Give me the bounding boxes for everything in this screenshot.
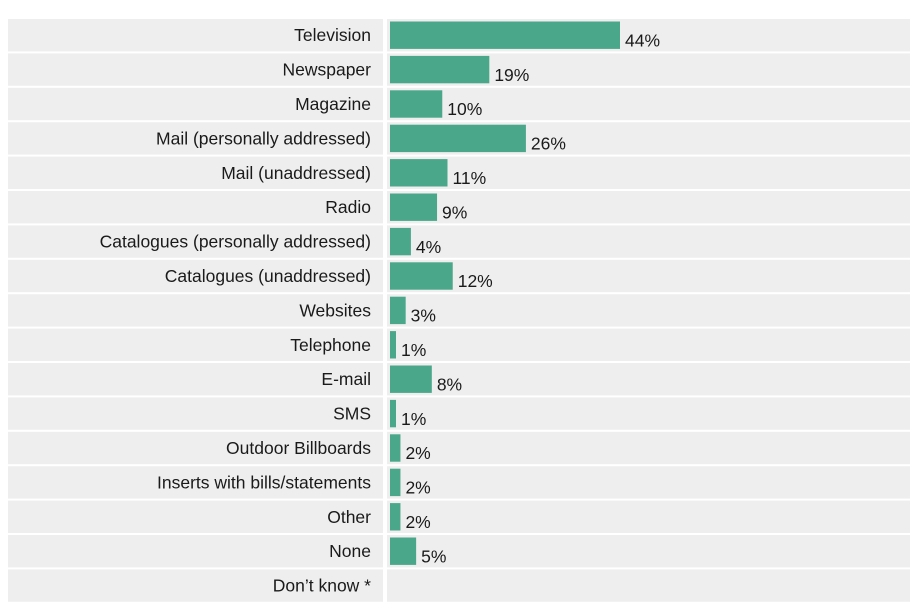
- bar: [390, 503, 401, 531]
- value-label: 5%: [421, 546, 446, 566]
- value-label: 1%: [401, 340, 426, 360]
- category-label: Other: [327, 507, 371, 527]
- value-label: 2%: [405, 478, 430, 498]
- category-label: SMS: [333, 404, 371, 424]
- category-label: Catalogues (personally addressed): [100, 232, 371, 252]
- category-label: E-mail: [321, 369, 371, 389]
- row-background: [8, 225, 910, 258]
- column-separator: [383, 86, 387, 122]
- value-label: 44%: [625, 30, 660, 50]
- bar: [390, 21, 620, 49]
- category-label: Websites: [299, 300, 371, 320]
- column-separator: [383, 362, 387, 397]
- category-label: Inserts with bills/statements: [157, 472, 371, 492]
- column-separator: [383, 534, 387, 569]
- row-background: [8, 431, 910, 465]
- row-background: [8, 259, 910, 293]
- value-label: 11%: [453, 168, 487, 188]
- category-label: Mail (unaddressed): [221, 163, 371, 183]
- category-labels: Television Newspaper Magazine Mail (persona…: [100, 25, 372, 595]
- bars: [390, 21, 620, 565]
- bar: [390, 331, 396, 359]
- row-background: [8, 156, 910, 189]
- bar: [390, 537, 417, 565]
- value-label: 19%: [494, 65, 529, 85]
- value-label: 10%: [447, 99, 482, 119]
- column-separator: [383, 52, 387, 87]
- column-separator: [383, 465, 387, 500]
- value-label: 4%: [416, 237, 441, 257]
- row-background: [8, 363, 910, 396]
- row-background: [8, 535, 910, 568]
- column-separator: [383, 155, 387, 190]
- column-separator: [383, 121, 387, 156]
- category-label: Newspaper: [282, 60, 371, 80]
- row-background: [8, 328, 910, 361]
- bar: [390, 399, 396, 428]
- bar: [390, 227, 411, 256]
- value-labels: 44% 19% 10% 26% 11% 9%4% 12% 3% 1% 8% 1% 2% 2% 2% 5%: [401, 30, 660, 566]
- bar: [390, 365, 432, 393]
- bar: [390, 434, 401, 462]
- category-label: Mail (personally addressed): [156, 128, 371, 148]
- bar: [390, 296, 406, 325]
- bar: [390, 55, 490, 84]
- column-separator: [383, 190, 387, 225]
- column-separator: [383, 396, 387, 431]
- bar: [390, 193, 438, 221]
- row-background: [8, 191, 910, 224]
- row-background: [8, 87, 910, 121]
- value-label: 3%: [411, 306, 436, 326]
- value-label: 8%: [437, 374, 462, 394]
- column-separator: [383, 568, 387, 603]
- category-label: Magazine: [295, 94, 371, 114]
- category-label: Television: [294, 25, 371, 45]
- value-label: 1%: [401, 409, 426, 429]
- row-background: [8, 294, 910, 327]
- column-separator: [383, 293, 387, 328]
- category-label: Outdoor Billboards: [226, 438, 371, 458]
- column-separator: [383, 430, 387, 466]
- value-label: 9%: [442, 202, 467, 222]
- bar: [390, 124, 526, 153]
- value-label: 2%: [405, 512, 430, 532]
- category-label: Radio: [325, 197, 371, 217]
- row-background: [8, 466, 910, 499]
- row-background: [8, 569, 910, 602]
- row-background: [8, 500, 910, 533]
- column-separator: [383, 499, 387, 534]
- row-background: [8, 397, 910, 430]
- column-separator: [383, 18, 387, 53]
- category-label: Telephone: [290, 335, 371, 355]
- column-separator: [383, 327, 387, 362]
- value-label: 12%: [458, 271, 493, 291]
- bar: [390, 90, 443, 118]
- column-separator: [383, 258, 387, 294]
- category-label: Don’t know *: [273, 576, 371, 596]
- category-label: Catalogues (unaddressed): [165, 266, 371, 286]
- value-label: 2%: [405, 443, 430, 463]
- category-label: None: [329, 541, 371, 561]
- value-label: 26%: [531, 134, 566, 154]
- column-separator: [383, 224, 387, 259]
- bar: [390, 468, 401, 497]
- bar: [390, 262, 453, 290]
- bar: [390, 159, 448, 187]
